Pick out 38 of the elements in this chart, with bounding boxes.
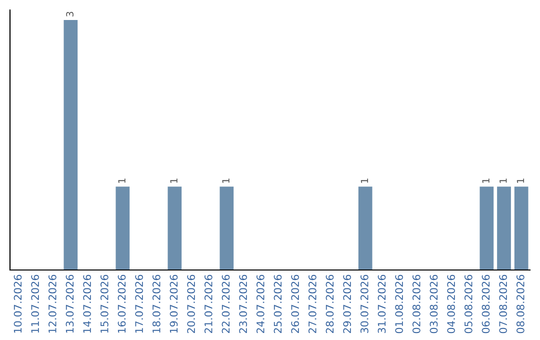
x-tick-label: 15.07.2026	[100, 274, 108, 333]
x-tick-label: 29.07.2026	[343, 274, 352, 334]
x-tick-label: 20.07.2026	[187, 274, 196, 334]
x-tick-label: 17.07.2026	[135, 274, 144, 333]
x-tick-label: 02.08.2026	[412, 274, 420, 334]
x-tick-label: 03.08.2026	[430, 274, 438, 334]
x-tick-label: 06.08.2026	[482, 274, 490, 334]
x-tick-label: 23.07.2026	[239, 274, 248, 334]
x-tick-label: 01.08.2026	[395, 274, 404, 334]
x-tick-label: 18.07.2026	[152, 274, 160, 333]
x-tick-label: 10.07.2026	[14, 274, 22, 333]
data-label: 1	[516, 178, 524, 183]
x-tick-label: 12.07.2026	[48, 274, 56, 333]
x-tick-label: 26.07.2026	[291, 274, 300, 334]
x-tick-label: 04.08.2026	[447, 274, 456, 334]
x-tick-label: 13.07.2026	[66, 274, 74, 333]
x-tick-label: 28.07.2026	[326, 274, 334, 334]
x-tick-label: 31.07.2026	[378, 274, 386, 334]
x-tick-label: 27.07.2026	[308, 274, 316, 334]
x-tick-label: 05.08.2026	[464, 274, 472, 334]
x-tick-label: 21.07.2026	[204, 274, 212, 334]
data-label: 1	[360, 178, 368, 183]
x-tick-label: 08.08.2026	[516, 274, 524, 334]
x-tick-label: 25.07.2026	[274, 274, 282, 334]
x-tick-label: 07.08.2026	[499, 274, 508, 334]
data-label: 1	[170, 178, 178, 183]
x-tick-label: 19.07.2026	[170, 274, 178, 333]
x-tick-label: 22.07.2026	[222, 274, 230, 334]
x-tick-label: 11.07.2026	[31, 274, 40, 333]
x-tick-label: 16.07.2026	[118, 274, 126, 333]
data-label: 1	[222, 178, 230, 183]
x-tick-label: 30.07.2026	[360, 274, 368, 334]
data-label: 1	[482, 178, 490, 183]
x-tick-label: 14.07.2026	[83, 274, 92, 333]
data-label: 1	[118, 178, 126, 183]
data-label: 3	[66, 12, 74, 16]
data-label: 1	[500, 178, 507, 183]
x-tick-label: 24.07.2026	[256, 274, 264, 334]
